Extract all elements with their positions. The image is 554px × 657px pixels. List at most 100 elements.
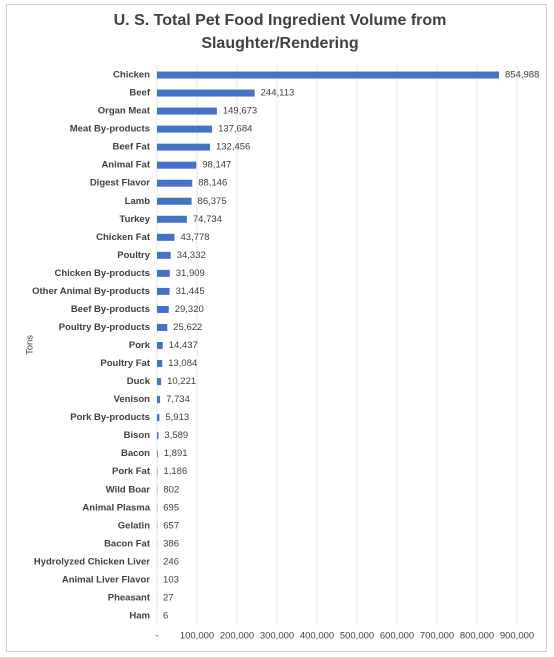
y-axis-label: Tons [25, 335, 36, 355]
y-tick-label: Poultry [117, 250, 150, 261]
bar [157, 287, 170, 295]
y-tick-label: Venison [114, 394, 151, 405]
y-tick-label: Poultry Fat [100, 358, 150, 369]
bar [157, 342, 163, 349]
y-tick-label: Poultry By-products [59, 322, 150, 333]
y-tick-label: Beef [129, 88, 150, 99]
x-tick-label: 700,000 [420, 631, 454, 642]
y-tick-label: Other Animal By-products [32, 286, 150, 297]
y-tick-label: Bacon [121, 448, 150, 459]
y-tick-label: Pork By-products [70, 412, 150, 423]
bar [157, 161, 197, 169]
value-label: 149,673 [223, 106, 257, 117]
bar [157, 323, 168, 331]
bar [157, 360, 163, 368]
bar [157, 396, 161, 404]
bar [157, 179, 193, 187]
y-tick-label: Duck [127, 376, 151, 387]
value-label: 103 [163, 574, 179, 585]
bar [157, 269, 170, 277]
value-label: 802 [163, 484, 179, 495]
bar [157, 197, 192, 205]
value-label: 27 [163, 592, 174, 603]
x-tick-label: 900,000 [500, 631, 534, 642]
value-label: 5,913 [165, 412, 189, 423]
value-label: 244,113 [261, 88, 295, 99]
value-label: 132,456 [216, 142, 250, 153]
value-label: 25,622 [173, 322, 202, 333]
y-tick-label: Wild Boar [106, 484, 151, 495]
y-tick-label: Pork [129, 340, 151, 351]
y-tick-label: Beef Fat [113, 142, 151, 153]
value-label: 137,684 [218, 124, 252, 135]
y-tick-label: Bacon Fat [104, 538, 151, 549]
value-label: 13,084 [168, 358, 197, 369]
x-tick-label: 400,000 [300, 631, 334, 642]
value-label: 14,437 [169, 340, 198, 351]
value-label: 98,147 [202, 160, 231, 171]
value-label: 246 [163, 556, 179, 567]
value-label: 34,332 [177, 250, 206, 261]
value-label: 29,320 [175, 304, 204, 315]
grid [156, 66, 518, 625]
value-label: 86,375 [198, 196, 227, 207]
y-tick-label: Pork Fat [112, 466, 151, 477]
y-tick-label: Turkey [120, 214, 151, 225]
value-label: 854,988 [505, 70, 539, 81]
y-tick-label: Chicken Fat [96, 232, 151, 243]
x-tick-label: 100,000 [180, 631, 214, 642]
value-label: 386 [163, 538, 179, 549]
chart-title: U. S. Total Pet Food Ingredient Volume f… [114, 12, 447, 29]
value-label: 74,734 [193, 214, 222, 225]
x-tick-label: 600,000 [380, 631, 414, 642]
value-label: 43,778 [181, 232, 210, 243]
x-tick-label: 800,000 [460, 631, 494, 642]
y-tick-label: Ham [129, 610, 150, 621]
value-label: 6 [163, 610, 168, 621]
y-tick-label: Bison [124, 430, 151, 441]
bar [157, 71, 499, 79]
bar [157, 215, 187, 223]
y-tick-label: Animal Liver Flavor [62, 574, 150, 585]
bar [157, 450, 158, 458]
bar [157, 143, 210, 151]
value-label: 657 [163, 520, 179, 531]
y-tick-label: Animal Plasma [82, 502, 150, 513]
x-tick-label: 500,000 [340, 631, 374, 642]
y-tick-label: Animal Fat [101, 160, 150, 171]
value-label: 10,221 [167, 376, 196, 387]
bar [157, 305, 169, 313]
x-tick-label: 300,000 [260, 631, 294, 642]
y-tick-label: Digest Flavor [90, 178, 150, 189]
x-tick-label: - [155, 631, 158, 642]
value-label: 3,589 [164, 430, 188, 441]
y-tick-label: Hydrolyzed Chicken Liver [34, 556, 150, 567]
y-tick-label: Organ Meat [98, 106, 151, 117]
value-label: 88,146 [198, 178, 227, 189]
x-tick-label: 200,000 [220, 631, 254, 642]
value-label: 31,445 [176, 286, 205, 297]
bar [157, 378, 162, 386]
y-tick-label: Chicken [113, 70, 150, 81]
y-tick-label: Gelatin [118, 520, 150, 531]
y-tick-label: Lamb [125, 196, 151, 207]
y-tick-label: Chicken By-products [54, 268, 150, 279]
value-label: 1,891 [164, 448, 188, 459]
value-label: 31,909 [176, 268, 205, 279]
bar [157, 432, 159, 440]
bar [157, 414, 160, 422]
bar [157, 251, 171, 259]
value-label: 1,186 [163, 466, 187, 477]
value-label: 7,734 [166, 394, 190, 405]
bar [157, 233, 175, 241]
chart-title: Slaughter/Rendering [201, 35, 358, 52]
y-tick-label: Meat By-products [70, 124, 150, 135]
bar [157, 107, 217, 115]
bar [157, 89, 255, 97]
value-label: 695 [163, 502, 179, 513]
y-tick-label: Beef By-products [71, 304, 150, 315]
y-tick-label: Pheasant [108, 592, 151, 603]
bar [157, 125, 213, 133]
